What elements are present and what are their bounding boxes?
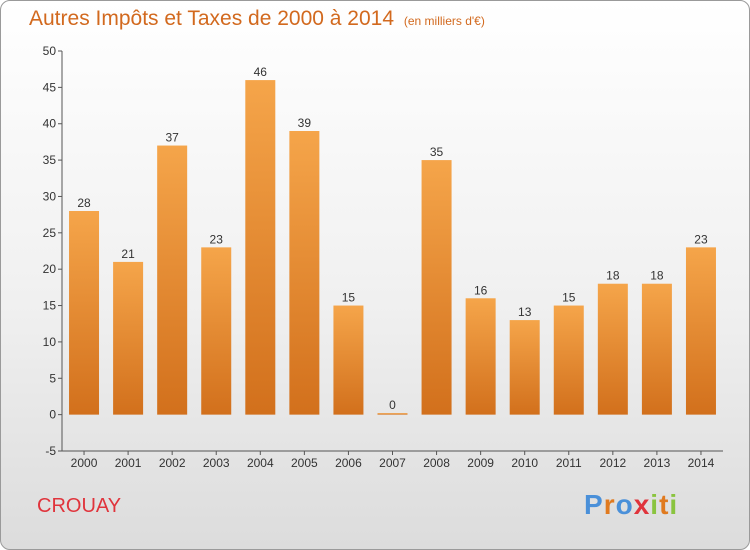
data-label-2008: 35	[430, 145, 444, 159]
data-label-2001: 21	[121, 247, 135, 261]
y-tick-label: 25	[43, 226, 57, 240]
x-tick-label: 2012	[599, 456, 626, 470]
bar-2013	[641, 283, 672, 415]
bar-2006	[333, 305, 364, 415]
x-tick-label: 2001	[115, 456, 142, 470]
bar-2014	[685, 247, 716, 415]
x-tick-label: 2008	[423, 456, 450, 470]
bars	[69, 80, 716, 415]
bar-2002	[157, 145, 188, 415]
y-tick-label: -5	[45, 444, 56, 458]
data-label-2009: 16	[474, 283, 488, 297]
logo-letter: i	[669, 489, 679, 520]
logo-letter: x	[633, 489, 651, 520]
bar-2003	[201, 247, 232, 415]
x-tick-label: 2003	[203, 456, 230, 470]
y-tick-label: 50	[43, 44, 57, 58]
data-label-2003: 23	[210, 232, 224, 246]
proxiti-logo: Proxiti	[584, 489, 678, 521]
y-tick-label: 10	[43, 335, 57, 349]
data-label-2004: 46	[254, 65, 268, 79]
y-tick-label: 0	[49, 408, 56, 422]
x-tick-label: 2004	[247, 456, 274, 470]
x-tick-label: 2010	[511, 456, 538, 470]
data-label-2007: 0	[389, 398, 396, 412]
data-labels: 28 21 37 23 46 39 15 0 35 16 13 15 18 18 23	[77, 65, 708, 412]
logo-letter: t	[659, 489, 670, 520]
data-label-2013: 18	[650, 269, 664, 283]
y-tick-label: 40	[43, 117, 57, 131]
bar-2005	[289, 131, 320, 415]
x-tick-label: 2013	[644, 456, 671, 470]
x-tick-label: 2007	[379, 456, 406, 470]
bar-2007	[377, 413, 408, 415]
bar-2010	[509, 320, 540, 415]
data-label-2010: 13	[518, 305, 532, 319]
data-label-2005: 39	[298, 116, 312, 130]
x-tick-label: 2005	[291, 456, 318, 470]
x-tick-label: 2009	[467, 456, 494, 470]
logo-letter: i	[650, 489, 660, 520]
chart-title-text: Autres Impôts et Taxes de 2000 à 2014	[29, 7, 395, 30]
bar-2008	[421, 160, 452, 415]
data-label-2002: 37	[165, 131, 179, 145]
x-tick-label: 2014	[688, 456, 715, 470]
data-label-2014: 23	[694, 232, 708, 246]
commune-name: CROUAY	[37, 495, 122, 517]
data-label-2006: 15	[342, 291, 356, 305]
chart-title: Autres Impôts et Taxes de 2000 à 2014 (e…	[29, 7, 485, 31]
y-tick-label: 45	[43, 80, 57, 94]
x-tick-label: 2006	[335, 456, 362, 470]
bar-2009	[465, 298, 496, 415]
data-label-2012: 18	[606, 269, 620, 283]
bar-2001	[113, 261, 144, 415]
bar-2012	[597, 283, 628, 415]
y-tick-label: 5	[49, 371, 56, 385]
logo-letter: o	[615, 489, 634, 520]
bar-2011	[553, 305, 584, 415]
y-tick-label: 15	[43, 299, 57, 313]
chart-unit: (en milliers d'€)	[403, 14, 485, 28]
axes: -5 0 5 10 15 20 25 30 35 40 45 50 2000 2001 2002 2003 20…	[43, 44, 723, 470]
y-tick-label: 35	[43, 153, 57, 167]
y-tick-label: 20	[43, 262, 57, 276]
data-label-2011: 15	[562, 291, 576, 305]
bar-2000	[69, 211, 100, 415]
logo-letter: P	[584, 489, 604, 520]
data-label-2000: 28	[77, 196, 91, 210]
x-tick-label: 2000	[71, 456, 98, 470]
bar-2004	[245, 80, 276, 415]
y-tick-label: 30	[43, 189, 57, 203]
x-tick-label: 2002	[159, 456, 186, 470]
logo-letter: r	[603, 489, 616, 520]
x-tick-label: 2011	[556, 456, 582, 470]
